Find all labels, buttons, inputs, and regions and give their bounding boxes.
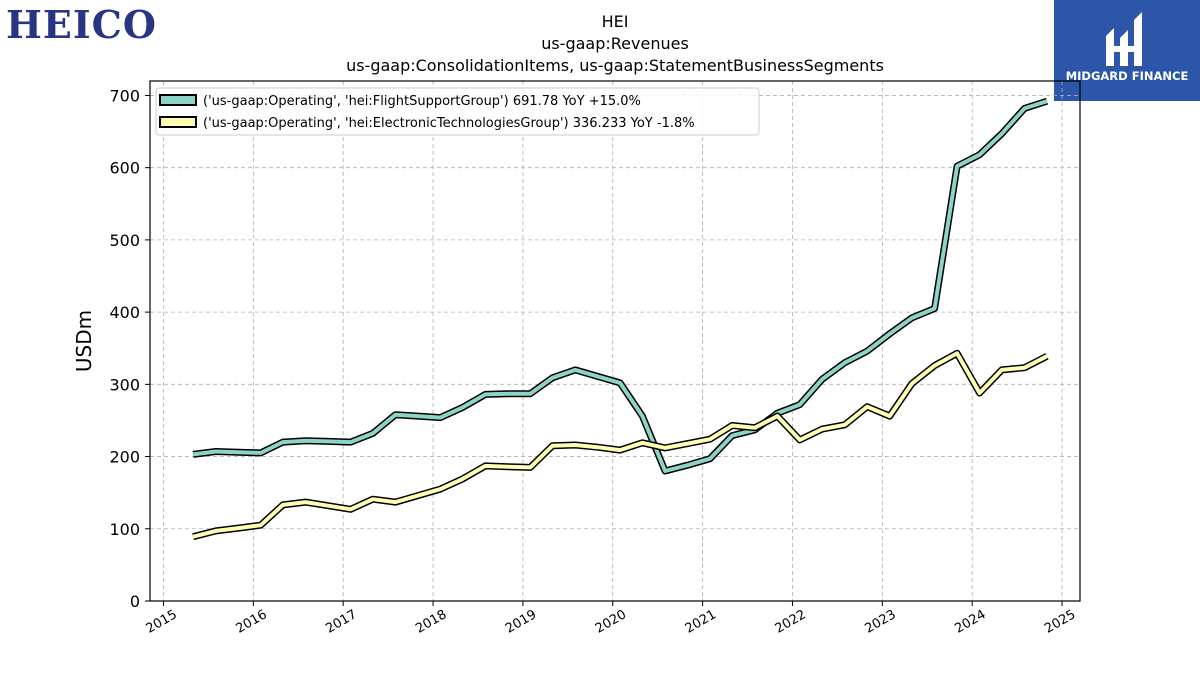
chart-legend: ('us-gaap:Operating', 'hei:FlightSupport… xyxy=(155,87,760,136)
y-tick-label: 300 xyxy=(109,375,140,394)
series-line-2 xyxy=(192,351,1048,539)
legend-swatch xyxy=(159,94,197,106)
y-tick-label: 100 xyxy=(109,520,140,539)
x-axis: 2015 2016 2017 2018 2019 2020 2021 2022 2023 2024… xyxy=(144,601,1078,637)
title-line: HEI xyxy=(602,12,629,31)
x-tick-label: 2021 xyxy=(683,607,719,637)
legend-box xyxy=(155,87,760,136)
chart-grid xyxy=(150,81,1080,602)
legend-swatch xyxy=(159,116,197,128)
chart-series xyxy=(192,97,1049,541)
legend-label: ('us-gaap:Operating', 'hei:ElectronicTec… xyxy=(203,116,695,131)
x-tick-label: 2020 xyxy=(593,607,629,637)
y-axis: 0 100 200 300 400 500 600 700 xyxy=(109,86,150,611)
x-tick-label: 2022 xyxy=(773,607,809,637)
series-outline xyxy=(192,97,1049,475)
x-tick-label: 2015 xyxy=(144,607,180,637)
chart-title: HEI us-gaap:Revenues us-gaap:Consolidation… xyxy=(346,12,884,75)
plot-frame xyxy=(149,80,1081,602)
series-line-1 xyxy=(192,99,1048,473)
x-tick-label: 2023 xyxy=(862,607,898,637)
midgard-finance-wordmark: MIDGARD FINANCE xyxy=(1065,69,1189,83)
midgard-emblem-icon xyxy=(1106,12,1142,66)
midgard-finance-logo: MIDGARD FINANCE xyxy=(1054,0,1200,101)
x-tick-label: 2024 xyxy=(952,607,988,637)
y-tick-label: 700 xyxy=(109,86,140,105)
x-tick-label: 2017 xyxy=(323,607,359,637)
legend-label: ('us-gaap:Operating', 'hei:FlightSupport… xyxy=(203,94,641,109)
x-tick-label: 2018 xyxy=(413,607,449,637)
x-tick-label: 2016 xyxy=(234,607,270,637)
y-tick-label: 500 xyxy=(109,231,140,250)
y-axis-label: USDm xyxy=(72,310,96,372)
x-tick-label: 2025 xyxy=(1042,607,1078,637)
x-tick-label: 2019 xyxy=(503,607,539,637)
y-tick-label: 0 xyxy=(130,592,140,611)
y-tick-label: 400 xyxy=(109,303,140,322)
y-tick-label: 600 xyxy=(109,159,140,178)
heico-logo: HEICO xyxy=(6,2,157,47)
title-line: us-gaap:ConsolidationItems, us-gaap:Stat… xyxy=(346,56,884,75)
y-tick-label: 200 xyxy=(109,448,140,467)
title-line: us-gaap:Revenues xyxy=(541,34,689,53)
